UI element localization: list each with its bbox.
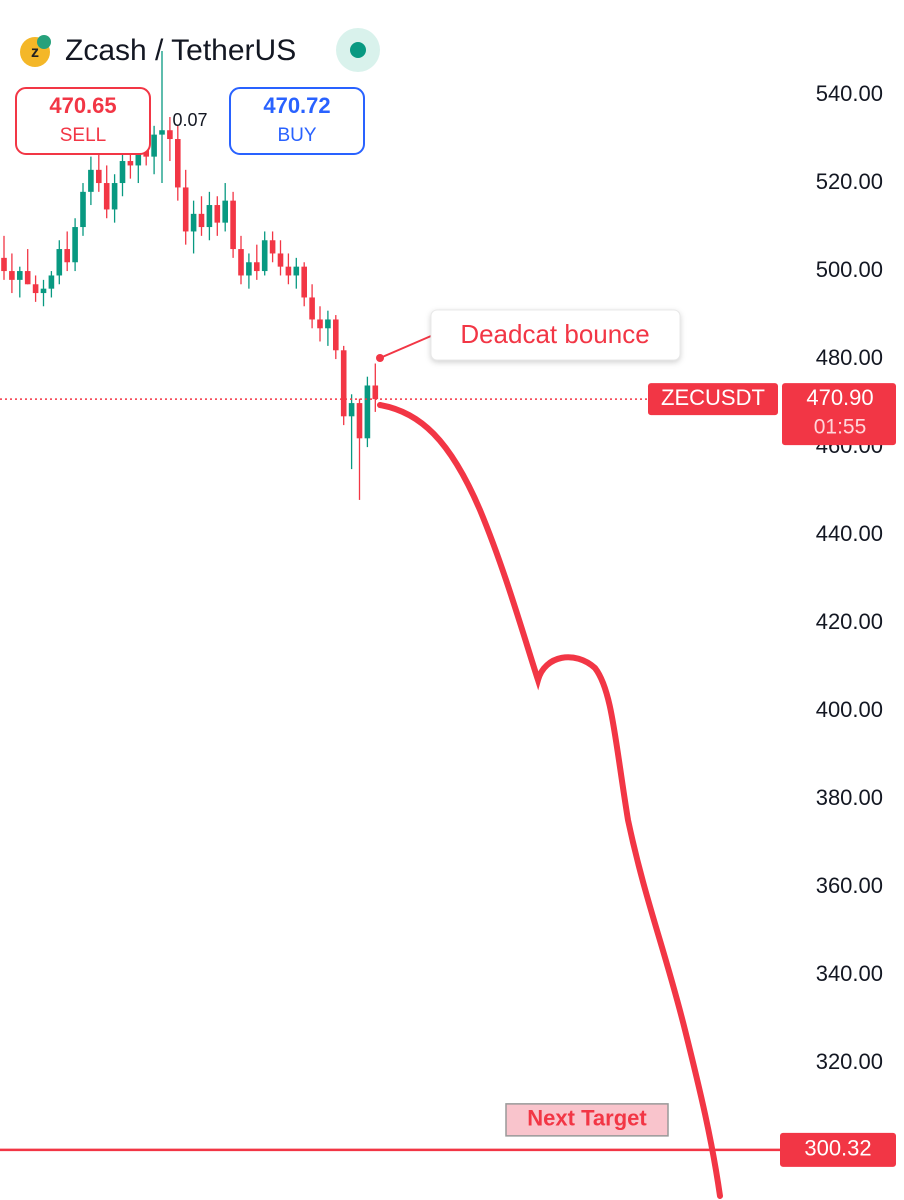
candle-body xyxy=(246,262,252,276)
overlays: ZECUSDT 470.90 01:55 Next Target 300.32 xyxy=(0,383,896,1167)
candle-body xyxy=(56,249,63,276)
candle-body xyxy=(230,200,236,250)
coin-badge xyxy=(37,35,51,49)
target-tag-value: 300.32 xyxy=(804,1136,871,1161)
annotation-anchor xyxy=(376,354,384,362)
candle-body xyxy=(238,249,244,276)
sell-button[interactable] xyxy=(15,87,151,155)
y-tick-label: 360.00 xyxy=(816,873,883,898)
sell-label: SELL xyxy=(60,125,106,146)
candle-body xyxy=(364,385,371,439)
candle-body xyxy=(293,266,300,276)
y-tick-label: 400.00 xyxy=(816,697,883,722)
target-name-box xyxy=(505,1103,669,1137)
y-tick-label: 340.00 xyxy=(816,961,883,986)
buy-button[interactable] xyxy=(229,87,365,155)
candle-body xyxy=(254,262,260,272)
candle-body xyxy=(1,257,7,272)
symbol-tag-label: ZECUSDT xyxy=(661,385,765,410)
candle-body xyxy=(356,403,363,439)
candle-body xyxy=(127,161,134,166)
y-tick-label: 480.00 xyxy=(816,345,883,370)
y-tick-label: 520.00 xyxy=(816,169,883,194)
y-tick-label: 320.00 xyxy=(816,1049,883,1074)
candle-body xyxy=(135,147,142,166)
axis: 320.00 340.00 360.00 380.00 400.00 420.00 440.… xyxy=(776,81,883,1074)
candle-body xyxy=(17,271,23,280)
candle-body xyxy=(175,139,181,188)
candle-body xyxy=(96,169,102,184)
symbol-tag xyxy=(648,383,778,416)
target-name: Next Target xyxy=(527,1106,647,1131)
annotation-connector xyxy=(379,335,432,359)
candle-body xyxy=(32,284,39,294)
coin-glyph: z xyxy=(31,44,39,61)
candle-body xyxy=(222,200,228,223)
candle-body xyxy=(88,169,94,192)
candle-body xyxy=(372,385,379,400)
y-tick-label: 380.00 xyxy=(816,785,883,810)
candle-body xyxy=(325,319,331,329)
y-tick-label: 420.00 xyxy=(816,609,883,634)
candle-body xyxy=(261,240,268,272)
buy-price: 470.72 xyxy=(263,93,330,118)
target-tag xyxy=(780,1132,896,1167)
annotation-box xyxy=(430,309,681,361)
y-tick-label: 500.00 xyxy=(816,257,883,282)
candle-body xyxy=(159,130,165,135)
candle-body xyxy=(333,319,339,351)
annotation-text: Deadcat bounce xyxy=(460,319,649,349)
spread: 0.07 xyxy=(172,110,207,130)
candle-body xyxy=(111,183,118,210)
symbol-title: Zcash / TetherUS xyxy=(65,34,296,67)
candle-body xyxy=(340,350,347,417)
sell-price: 470.65 xyxy=(49,93,116,118)
candle-body xyxy=(48,275,55,289)
candle-body xyxy=(277,253,284,267)
y-tick-label: 440.00 xyxy=(816,521,883,546)
candle-body xyxy=(198,213,205,228)
candle-body xyxy=(214,205,221,223)
candle-body xyxy=(72,227,78,263)
status-dot xyxy=(350,42,366,58)
candle-body xyxy=(103,183,110,210)
candle-body xyxy=(9,271,15,280)
candle-body xyxy=(40,288,47,294)
candle-body xyxy=(151,134,157,157)
price-tag-value: 470.90 xyxy=(806,385,873,410)
candle-body xyxy=(206,205,213,228)
y-tick-label: 540.00 xyxy=(816,81,883,106)
candle-body xyxy=(24,271,31,285)
candle-body xyxy=(80,191,86,228)
candle-body xyxy=(182,187,189,232)
candle-body xyxy=(285,266,292,276)
projection-line xyxy=(377,402,723,1199)
candle-body xyxy=(64,249,70,263)
candle-body xyxy=(348,403,355,417)
candle-body xyxy=(190,213,197,232)
candle-body xyxy=(309,297,315,320)
candle-body xyxy=(317,319,323,329)
buy-label: BUY xyxy=(277,125,316,146)
price-tag-countdown: 01:55 xyxy=(814,416,867,439)
candle-body xyxy=(269,240,276,254)
candle-body xyxy=(167,130,173,140)
candle-body xyxy=(119,161,126,184)
candle-body xyxy=(301,266,307,298)
price-tag xyxy=(782,383,896,446)
